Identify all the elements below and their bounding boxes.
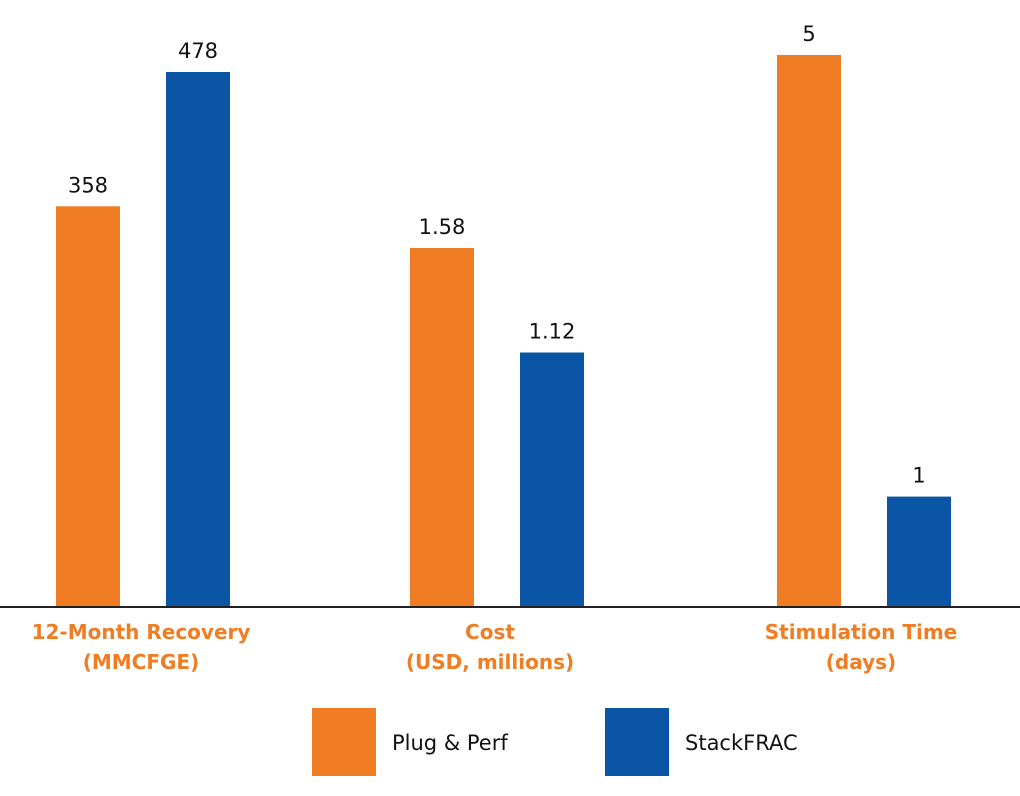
bar-12-month-recovery-stackfrac xyxy=(166,72,230,607)
category-sublabel-stimulation-time: (days) xyxy=(826,650,896,674)
value-label-cost-stackfrac: 1.12 xyxy=(529,320,576,344)
category-labels-layer: 12-Month Recovery (MMCFGE) Cost (USD, milli… xyxy=(32,620,958,674)
legend-label-plug-perf: Plug & Perf xyxy=(392,731,508,755)
bar-cost-stackfrac xyxy=(520,352,584,607)
value-labels-layer: 358 478 1.58 1.12 5 1 xyxy=(68,22,926,488)
category-label-cost: Cost xyxy=(465,620,515,644)
bar-cost-plug-perf xyxy=(410,248,474,607)
bar-12-month-recovery-plug-perf xyxy=(56,206,120,607)
category-label-12-month-recovery: 12-Month Recovery xyxy=(32,620,251,644)
value-label-cost-plug-perf: 1.58 xyxy=(419,215,466,239)
bar-stimulation-time-stackfrac xyxy=(887,496,951,607)
bar-stimulation-time-plug-perf xyxy=(777,55,841,607)
category-sublabel-cost: (USD, millions) xyxy=(406,650,574,674)
legend-swatch-plug-perf xyxy=(312,708,376,776)
value-label-12-month-recovery-stackfrac: 478 xyxy=(178,39,218,63)
value-label-12-month-recovery-plug-perf: 358 xyxy=(68,173,108,197)
value-label-stimulation-time-stackfrac: 1 xyxy=(912,464,925,488)
legend-label-stackfrac: StackFRAC xyxy=(685,731,798,755)
bars-layer xyxy=(56,55,951,607)
category-sublabel-12-month-recovery: (MMCFGE) xyxy=(83,650,200,674)
value-label-stimulation-time-plug-perf: 5 xyxy=(802,22,815,46)
legend-swatch-stackfrac xyxy=(605,708,669,776)
category-label-stimulation-time: Stimulation Time xyxy=(765,620,958,644)
legend: Plug & Perf StackFRAC xyxy=(312,708,798,776)
